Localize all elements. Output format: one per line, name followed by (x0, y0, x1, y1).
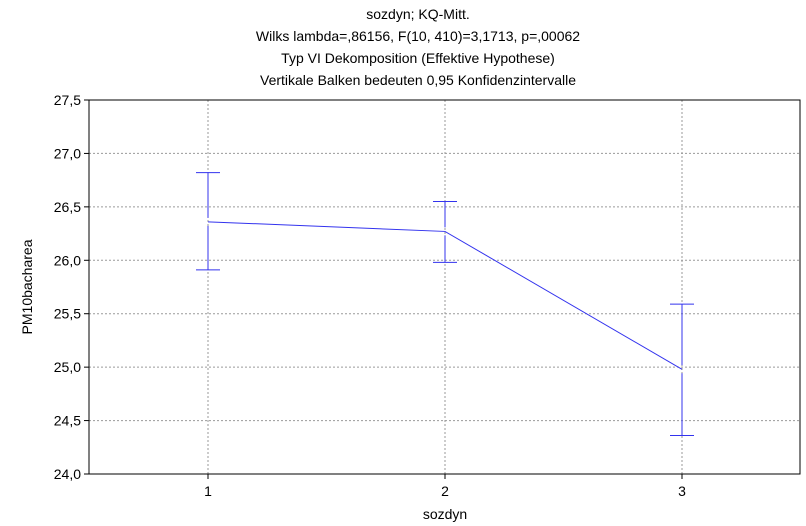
x-tick-label: 1 (204, 483, 212, 499)
y-tick-label: 24,0 (54, 466, 81, 482)
x-tick-label: 3 (678, 483, 686, 499)
chart-subtitle-line-1: Wilks lambda=,86156, F(10, 410)=3,1713, … (256, 28, 580, 44)
y-axis-label: PM10bacharea (19, 239, 35, 334)
y-tick-label: 24,5 (54, 413, 81, 429)
chart-title: sozdyn; KQ-Mitt. (366, 6, 469, 22)
y-tick-label: 27,0 (54, 145, 81, 161)
y-tick-label: 25,0 (54, 359, 81, 375)
y-tick-label: 27,5 (54, 92, 81, 108)
y-tick-label: 26,0 (54, 252, 81, 268)
y-tick-label: 25,5 (54, 306, 81, 322)
series-line (207, 221, 683, 370)
plot-frame (88, 99, 801, 475)
chart-subtitle-line-2: Typ VI Dekomposition (Effektive Hypothes… (281, 50, 555, 66)
data-marks (196, 172, 694, 437)
x-tick-label: 2 (441, 483, 449, 499)
tick-labels: 24,0 24,5 25,0 25,5 26,0 26,5 27,0 27,5 … (54, 92, 686, 499)
y-tick-label: 26,5 (54, 199, 81, 215)
grid (84, 99, 800, 479)
chart-subtitle-line-3: Vertikale Balken bedeuten 0,95 Konfidenz… (260, 72, 576, 88)
x-axis-label: sozdyn (423, 506, 467, 522)
